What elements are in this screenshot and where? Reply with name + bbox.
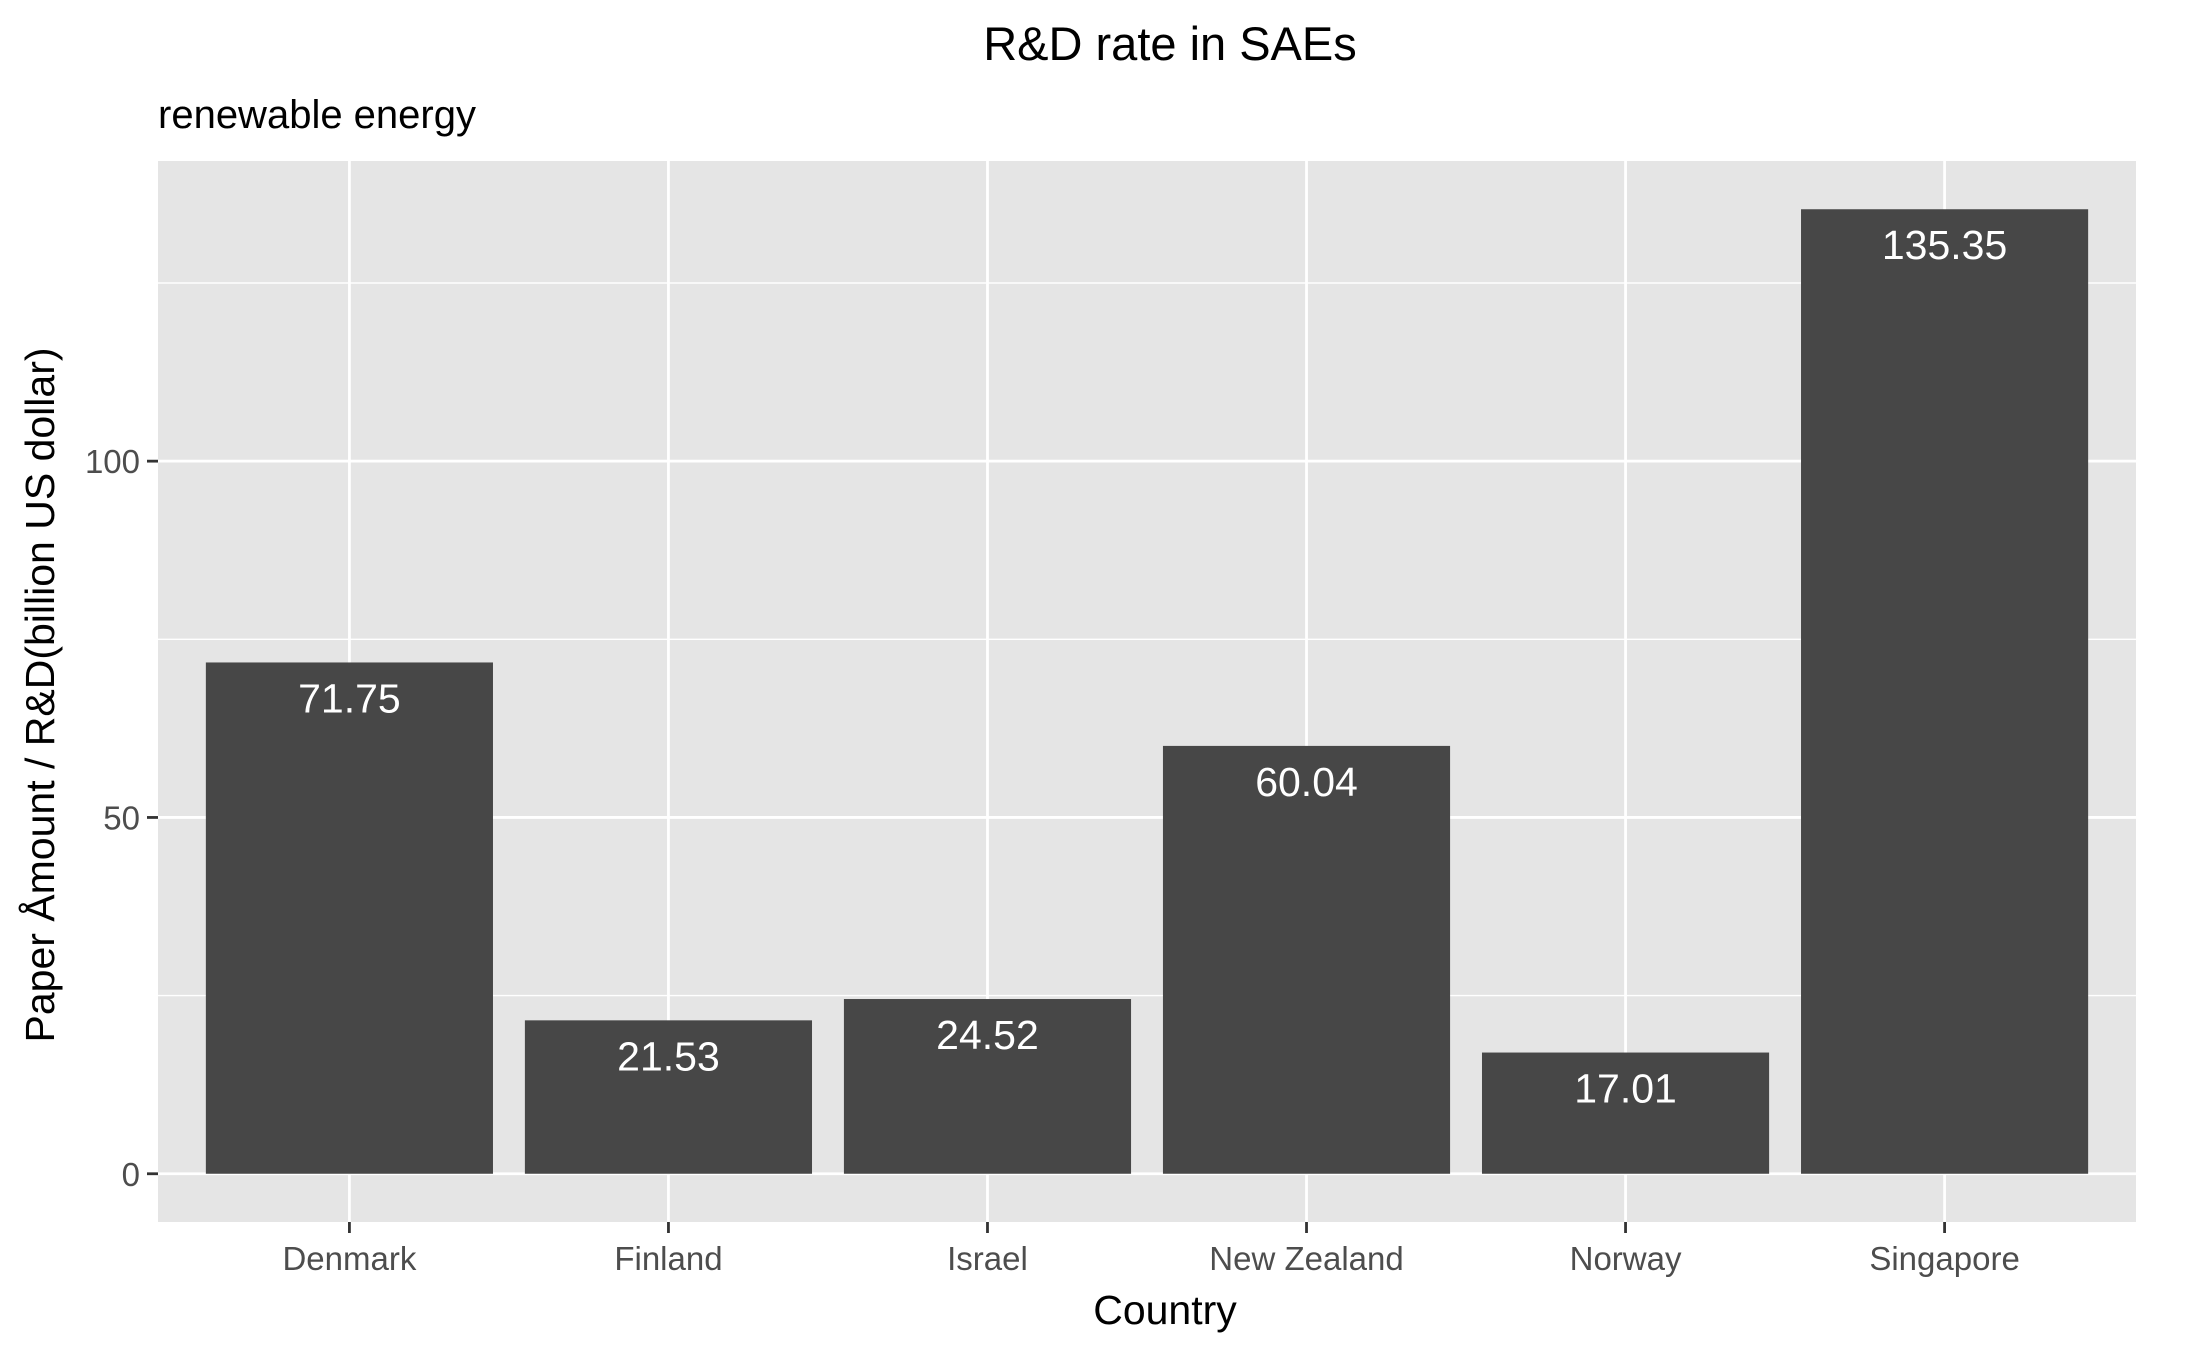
bar-value-label: 135.35 <box>1882 222 2007 268</box>
bar-israel <box>843 999 1132 1174</box>
bar-value-label: 24.52 <box>936 1012 1039 1058</box>
bar-singapore <box>1801 209 2089 1174</box>
bar-value-label: 17.01 <box>1574 1066 1677 1112</box>
x-tick-label: Israel <box>947 1240 1028 1277</box>
y-tick-label: 100 <box>85 443 140 480</box>
bar-value-label: 60.04 <box>1255 759 1358 805</box>
bar-value-label: 21.53 <box>617 1033 720 1079</box>
y-axis-title: Paper Åmount / R&D(billion US dollar) <box>17 348 63 1043</box>
x-tick-label: Singapore <box>1869 1240 2019 1277</box>
bar-norway <box>1481 1052 1770 1174</box>
x-axis-title: Country <box>1093 1287 1237 1333</box>
bar-denmark <box>205 662 493 1174</box>
x-tick-label: Norway <box>1570 1240 1682 1277</box>
y-tick-label: 0 <box>122 1156 140 1193</box>
plot-area: 71.75 21.53 24.52 60.04 17.01 135.35 0 50 100 Den… <box>85 161 2136 1277</box>
bar-new-zealand <box>1162 745 1451 1174</box>
bar-value-label: 71.75 <box>298 675 401 721</box>
x-tick-label: Finland <box>614 1240 722 1277</box>
chart-subtitle: renewable energy <box>158 93 476 137</box>
x-tick-label: New Zealand <box>1209 1240 1403 1277</box>
y-tick-label: 50 <box>103 799 140 836</box>
bar-finland <box>524 1020 813 1174</box>
chart-title: R&D rate in SAEs <box>983 17 1357 70</box>
x-tick-label: Denmark <box>282 1240 416 1277</box>
